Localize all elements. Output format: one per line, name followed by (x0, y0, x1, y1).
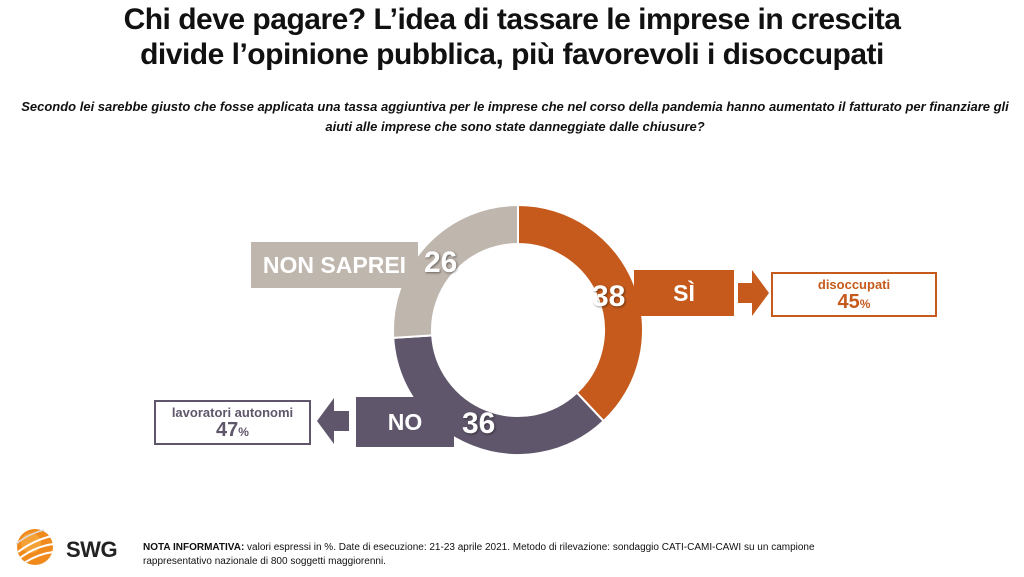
title-line-1: Chi deve pagare? L’idea di tassare le im… (123, 3, 901, 36)
donut-slice-s (517, 203, 644, 423)
callout-percent-sign: % (238, 425, 249, 439)
title-line-2: divide l’opinione pubblica, più favorevo… (140, 38, 884, 71)
callout-group-label: disoccupati (817, 277, 891, 292)
no-arrow-icon (317, 398, 349, 444)
note-label: NOTA INFORMATIVA: (143, 542, 245, 553)
callout-value: 45 (837, 291, 860, 313)
swg-logo-text: SWG (66, 537, 118, 562)
page-title: Chi deve pagare? L’idea di tassare le im… (0, 2, 1024, 72)
category-label-si: SÌ (634, 270, 734, 316)
value-label-no: 36 (462, 407, 496, 440)
callout-value: 47 (216, 419, 239, 441)
callout-disoccupati: disoccupati 45% (771, 272, 937, 317)
swg-globe-logo-icon (15, 529, 55, 565)
callout-lavoratori-autonomi: lavoratori autonomi 47% (154, 400, 311, 445)
note-text: valori espressi in %. Date di esecuzione… (143, 542, 815, 567)
value-label-si: 38 (592, 280, 626, 313)
value-label-non-saprei: 26 (424, 246, 458, 279)
si-arrow-icon (738, 270, 769, 316)
category-label-non-saprei: NON SAPREI (251, 242, 418, 288)
category-label-no: NO (356, 397, 454, 447)
callout-percent-sign: % (859, 297, 871, 311)
callout-group-label: lavoratori autonomi (171, 405, 294, 420)
survey-question: Secondo lei sarebbe giusto che fosse app… (21, 99, 1009, 134)
info-note: NOTA INFORMATIVA: valori espressi in %. … (143, 541, 843, 569)
